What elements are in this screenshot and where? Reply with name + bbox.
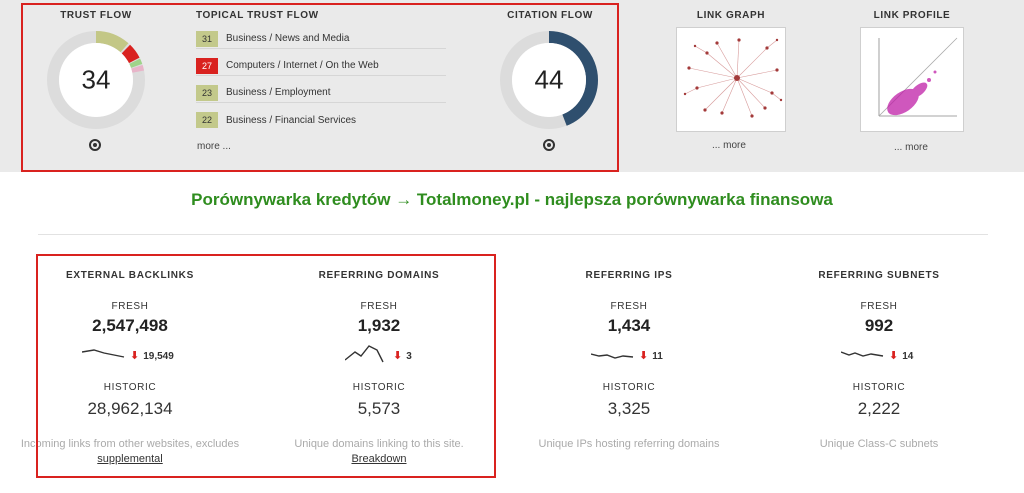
trend-row: ⬇ 14 bbox=[759, 342, 999, 370]
highlight-box-flow-metrics bbox=[21, 3, 619, 172]
historic-label: HISTORIC bbox=[103, 382, 157, 393]
highlight-box-link-stats bbox=[36, 254, 496, 478]
historic-label: HISTORIC bbox=[852, 382, 906, 393]
network-graph-icon bbox=[683, 38, 783, 118]
down-arrow-icon: ⬇ bbox=[889, 350, 899, 362]
historic-value: 5,573 bbox=[357, 399, 401, 418]
fresh-label: FRESH bbox=[360, 301, 398, 312]
stat-referring-ips: REFERRING IPS FRESH 1,434 ⬇ 11 HISTORIC 3… bbox=[509, 262, 749, 452]
trust-flow-refresh-icon[interactable] bbox=[89, 139, 101, 151]
fresh-value: 992 bbox=[864, 316, 894, 335]
stat-description: Unique domains linking to this site. Brea… bbox=[294, 438, 464, 465]
citation-flow-refresh-icon[interactable] bbox=[543, 139, 555, 151]
fresh-label: FRESH bbox=[111, 301, 149, 312]
down-arrow-icon: ⬇ bbox=[393, 350, 403, 362]
link-graph-thumbnail[interactable] bbox=[676, 27, 786, 132]
topical-row[interactable]: 23 Business / Employment bbox=[196, 83, 446, 103]
stat-heading: REFERRING IPS bbox=[585, 270, 673, 281]
topical-score-badge: 31 bbox=[196, 30, 218, 47]
link-profile-more-link[interactable]: ... more bbox=[894, 142, 928, 153]
topical-trust-flow-label: TOPICAL TRUST FLOW bbox=[196, 10, 319, 21]
link-graph-more-link[interactable]: ... more bbox=[712, 140, 746, 151]
delta-value: ⬇ 11 bbox=[639, 350, 663, 362]
link-profile-thumbnail[interactable] bbox=[860, 27, 964, 132]
citation-flow-donut[interactable]: 44 bbox=[499, 30, 599, 130]
citation-flow-value: 44 bbox=[534, 64, 564, 95]
fresh-value: 1,434 bbox=[607, 316, 651, 335]
stat-heading: EXTERNAL BACKLINKS bbox=[66, 270, 194, 281]
sparkline-icon bbox=[841, 351, 884, 357]
topical-row[interactable]: 27 Computers / Internet / On the Web bbox=[196, 56, 446, 76]
topical-category: Computers / Internet / On the Web bbox=[226, 60, 379, 71]
breakdown-link[interactable]: Breakdown bbox=[351, 453, 407, 465]
topical-more-link[interactable]: more ... bbox=[197, 141, 231, 152]
fresh-label: FRESH bbox=[610, 301, 648, 312]
down-arrow-icon: ⬇ bbox=[130, 350, 140, 362]
divider bbox=[38, 234, 988, 235]
topical-category: Business / Employment bbox=[226, 87, 331, 98]
topical-row[interactable]: 31 Business / News and Media bbox=[196, 29, 446, 49]
link-profile-label: LINK PROFILE bbox=[873, 10, 951, 21]
topical-score-badge: 23 bbox=[196, 84, 218, 101]
delta-value: ⬇ 19,549 bbox=[130, 350, 174, 362]
trust-flow-donut[interactable]: 34 bbox=[46, 30, 146, 130]
stat-referring-domains: REFERRING DOMAINS FRESH 1,932 ⬇ 3 HISTORI… bbox=[259, 262, 499, 467]
stat-description: Incoming links from other websites, excl… bbox=[20, 438, 240, 465]
fresh-label: FRESH bbox=[860, 301, 898, 312]
trend-row: ⬇ 11 bbox=[509, 342, 749, 370]
stat-external-backlinks: EXTERNAL BACKLINKS FRESH 2,547,498 ⬇ 19,5… bbox=[10, 262, 250, 467]
sparkline-icon bbox=[591, 353, 634, 359]
topical-score-badge: 22 bbox=[196, 112, 218, 128]
trust-flow-value: 34 bbox=[81, 64, 111, 95]
topical-row[interactable]: 22 Business / Financial Services bbox=[196, 110, 446, 130]
topical-category: Business / News and Media bbox=[226, 33, 350, 44]
delta-value: ⬇ 3 bbox=[393, 350, 412, 362]
page-title: Porównywarka kredytów → Totalmoney.pl - … bbox=[191, 190, 833, 209]
stat-description: Unique Class-C subnets bbox=[819, 438, 939, 450]
fresh-value: 2,547,498 bbox=[92, 316, 168, 335]
fresh-value: 1,932 bbox=[357, 316, 401, 335]
sparkline-icon bbox=[82, 349, 125, 358]
stat-description: Unique IPs hosting referring domains bbox=[538, 438, 720, 450]
topical-category: Business / Financial Services bbox=[226, 114, 357, 126]
stat-heading: REFERRING SUBNETS bbox=[818, 270, 940, 281]
historic-value: 3,325 bbox=[607, 399, 651, 418]
citation-flow-ring bbox=[500, 31, 598, 129]
historic-label: HISTORIC bbox=[352, 382, 406, 393]
historic-value: 28,962,134 bbox=[87, 399, 173, 418]
delta-value: ⬇ 14 bbox=[889, 350, 914, 362]
topical-score-badge: 27 bbox=[196, 57, 218, 74]
historic-label: HISTORIC bbox=[602, 382, 656, 393]
trend-row: ⬇ 19,549 bbox=[10, 342, 250, 370]
trust-flow-label: TRUST FLOW bbox=[60, 10, 132, 21]
citation-flow-label: CITATION FLOW bbox=[507, 10, 593, 21]
trend-row: ⬇ 3 bbox=[259, 342, 499, 370]
trust-flow-ring bbox=[47, 31, 145, 129]
link-graph-label: LINK GRAPH bbox=[696, 10, 766, 21]
down-arrow-icon: ⬇ bbox=[639, 350, 649, 362]
sparkline-icon bbox=[345, 345, 384, 363]
stat-heading: REFERRING DOMAINS bbox=[318, 270, 440, 281]
supplemental-link[interactable]: supplemental bbox=[97, 453, 163, 465]
stat-referring-subnets: REFERRING SUBNETS FRESH 992 ⬇ 14 HISTORIC… bbox=[759, 262, 999, 452]
historic-value: 2,222 bbox=[857, 399, 901, 418]
scatter-plot-icon bbox=[878, 37, 958, 117]
